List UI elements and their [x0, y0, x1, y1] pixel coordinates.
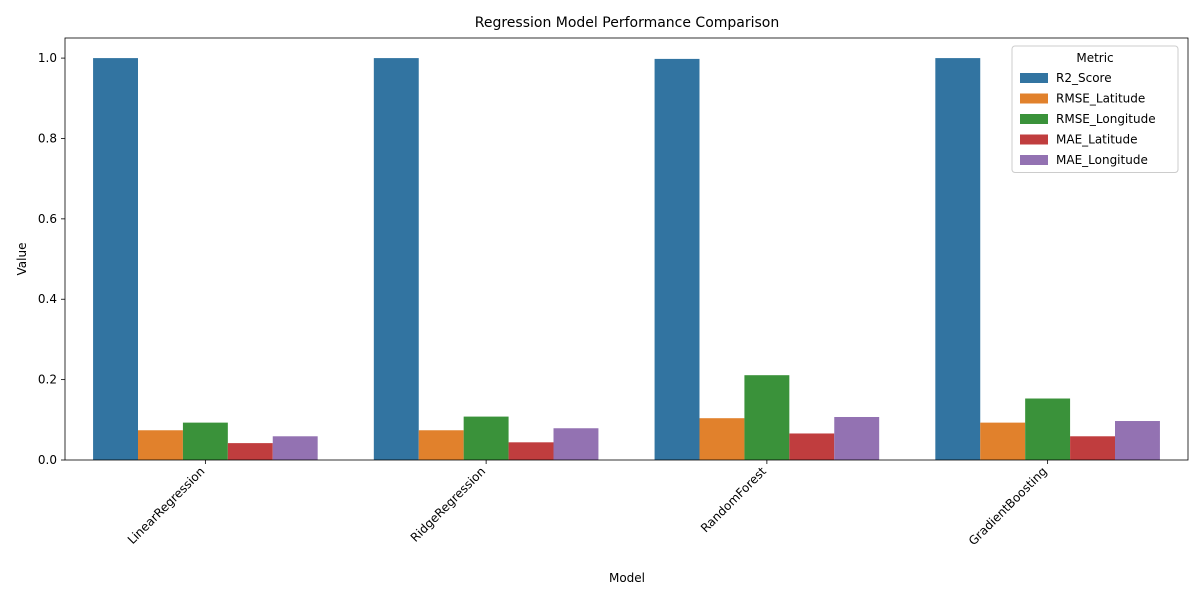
bar-RMSE_Latitude-LinearRegression — [137, 430, 183, 460]
bar-MAE_Latitude-GradientBoosting — [1070, 436, 1116, 460]
y-axis-title: Value — [15, 243, 29, 276]
x-axis-title: Model — [609, 571, 645, 585]
legend-label-MAE_Longitude: MAE_Longitude — [1056, 153, 1148, 167]
bar-MAE_Latitude-RandomForest — [789, 433, 835, 460]
y-tick-label: 1.0 — [38, 51, 57, 65]
y-tick-label: 0.4 — [38, 292, 57, 306]
bar-R2_Score-LinearRegression — [93, 58, 138, 460]
plot-frame — [64, 37, 1189, 461]
bar-R2_Score-GradientBoosting — [935, 58, 981, 460]
bar-MAE_Longitude-LinearRegression — [272, 436, 318, 460]
bar-MAE_Longitude-RandomForest — [834, 416, 880, 460]
bar-R2_Score-RandomForest — [654, 58, 700, 460]
legend-title: Metric — [1076, 51, 1113, 65]
legend-swatch-RMSE_Longitude — [1020, 114, 1048, 124]
bar-MAE_Latitude-RidgeRegression — [508, 442, 554, 460]
bar-RMSE_Latitude-RidgeRegression — [418, 430, 464, 460]
legend-label-R2_Score: R2_Score — [1056, 71, 1112, 85]
legend-label-RMSE_Latitude: RMSE_Latitude — [1056, 92, 1145, 106]
legend-swatch-MAE_Longitude — [1020, 155, 1048, 165]
legend-label-RMSE_Longitude: RMSE_Longitude — [1056, 112, 1156, 126]
legend-swatch-MAE_Latitude — [1020, 134, 1048, 145]
y-tick-label: 0.6 — [38, 212, 57, 226]
chart-title: Regression Model Performance Comparison — [475, 15, 780, 31]
bar-RMSE_Longitude-LinearRegression — [182, 422, 228, 460]
bar-RMSE_Longitude-GradientBoosting — [1025, 398, 1071, 460]
x-tick-label: RandomForest — [698, 464, 769, 535]
y-tick-label: 0.8 — [38, 131, 57, 145]
bar-R2_Score-RidgeRegression — [373, 58, 419, 460]
x-tick-label: GradientBoosting — [966, 464, 1050, 548]
legend-box — [1011, 45, 1179, 173]
bar-RMSE_Longitude-RandomForest — [744, 375, 790, 460]
legend-swatch-R2_Score — [1020, 73, 1048, 83]
bar-RMSE_Latitude-RandomForest — [699, 418, 745, 460]
bar-MAE_Latitude-LinearRegression — [227, 443, 273, 460]
legend: Metric R2_Score RMSE_Latitude RMSE_Longitud… — [1011, 45, 1179, 173]
y-tick-label: 0.0 — [38, 453, 57, 467]
legend-swatch-RMSE_Latitude — [1020, 93, 1048, 104]
x-tick-label: LinearRegression — [125, 464, 208, 547]
bar-RMSE_Latitude-GradientBoosting — [980, 422, 1026, 460]
bar-MAE_Longitude-RidgeRegression — [553, 428, 599, 460]
x-tick-label: RidgeRegression — [408, 464, 489, 545]
bar-MAE_Longitude-GradientBoosting — [1115, 421, 1160, 460]
bar-RMSE_Longitude-RidgeRegression — [463, 416, 509, 460]
legend-label-MAE_Latitude: MAE_Latitude — [1056, 133, 1138, 147]
y-tick-label: 0.2 — [38, 373, 57, 387]
